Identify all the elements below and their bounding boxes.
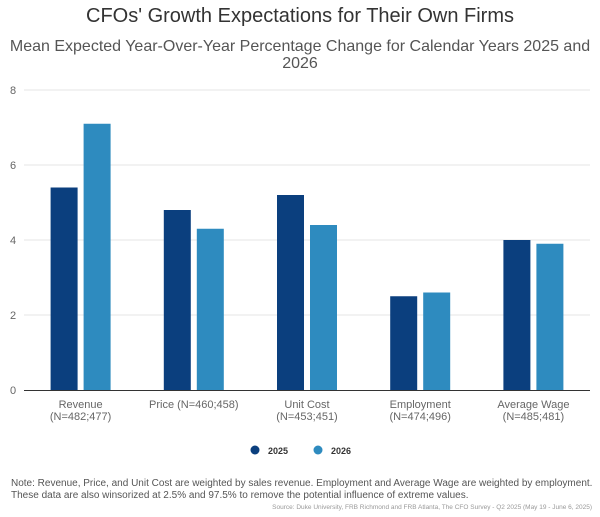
- bar-2026[interactable]: [83, 123, 111, 390]
- bar-2025[interactable]: [163, 210, 191, 390]
- bar-2026[interactable]: [423, 292, 451, 391]
- x-tick-label: Revenue: [59, 399, 103, 411]
- legend-label: 2025: [268, 446, 288, 456]
- y-tick-label: 8: [10, 85, 16, 97]
- x-tick-label: Employment: [390, 399, 451, 411]
- x-tick-label: (N=453;451): [276, 411, 337, 423]
- chart-title: CFOs' Growth Expectations for Their Own …: [86, 5, 514, 27]
- bar-2025[interactable]: [503, 240, 531, 390]
- x-tick-label: Price (N=460;458): [149, 399, 239, 411]
- footnote-line-2: These data are also winsorized at 2.5% a…: [11, 490, 469, 501]
- footnote: Note: Revenue, Price, and Unit Cost are …: [11, 478, 592, 502]
- chart-subtitle: Mean Expected Year-Over-Year Percentage …: [0, 38, 600, 72]
- legend-label: 2026: [331, 446, 351, 456]
- y-tick-label: 0: [10, 385, 16, 397]
- bar-2025[interactable]: [390, 296, 418, 390]
- legend-marker: [250, 445, 260, 455]
- bar-2025[interactable]: [277, 195, 304, 390]
- y-tick-label: 6: [10, 160, 16, 172]
- x-tick-label: (N=474;496): [389, 411, 450, 423]
- bar-2026[interactable]: [536, 243, 564, 390]
- subtitle-text: Mean Expected Year-Over-Year Percentage …: [9, 38, 591, 72]
- x-tick-label: Average Wage: [497, 399, 569, 411]
- bar-2026[interactable]: [310, 225, 337, 390]
- legend-item-2025[interactable]: 2025: [250, 445, 289, 457]
- x-tick-label: Unit Cost: [284, 399, 329, 411]
- legend: 2025 2026: [250, 445, 352, 457]
- y-tick-label: 2: [10, 310, 16, 322]
- gridlines: [24, 89, 590, 316]
- y-tick-label: 4: [10, 235, 16, 247]
- x-tick-label: (N=485;481): [503, 411, 564, 423]
- x-axis-labels: Revenue(N=482;477) Price (N=460;458) Unit …: [50, 399, 570, 423]
- bar-2026[interactable]: [196, 228, 224, 390]
- legend-marker: [313, 445, 323, 455]
- footnote-line-1: Note: Revenue, Price, and Unit Cost are …: [11, 478, 593, 489]
- bar-2025[interactable]: [50, 187, 78, 391]
- bars: [50, 123, 564, 391]
- y-axis-ticks: 0 2 4 6 8: [10, 85, 16, 397]
- x-tick-label: (N=482;477): [50, 411, 111, 423]
- source-credit: Source: Duke University, FRB Richmond an…: [272, 504, 592, 511]
- legend-item-2026[interactable]: 2026: [313, 445, 352, 457]
